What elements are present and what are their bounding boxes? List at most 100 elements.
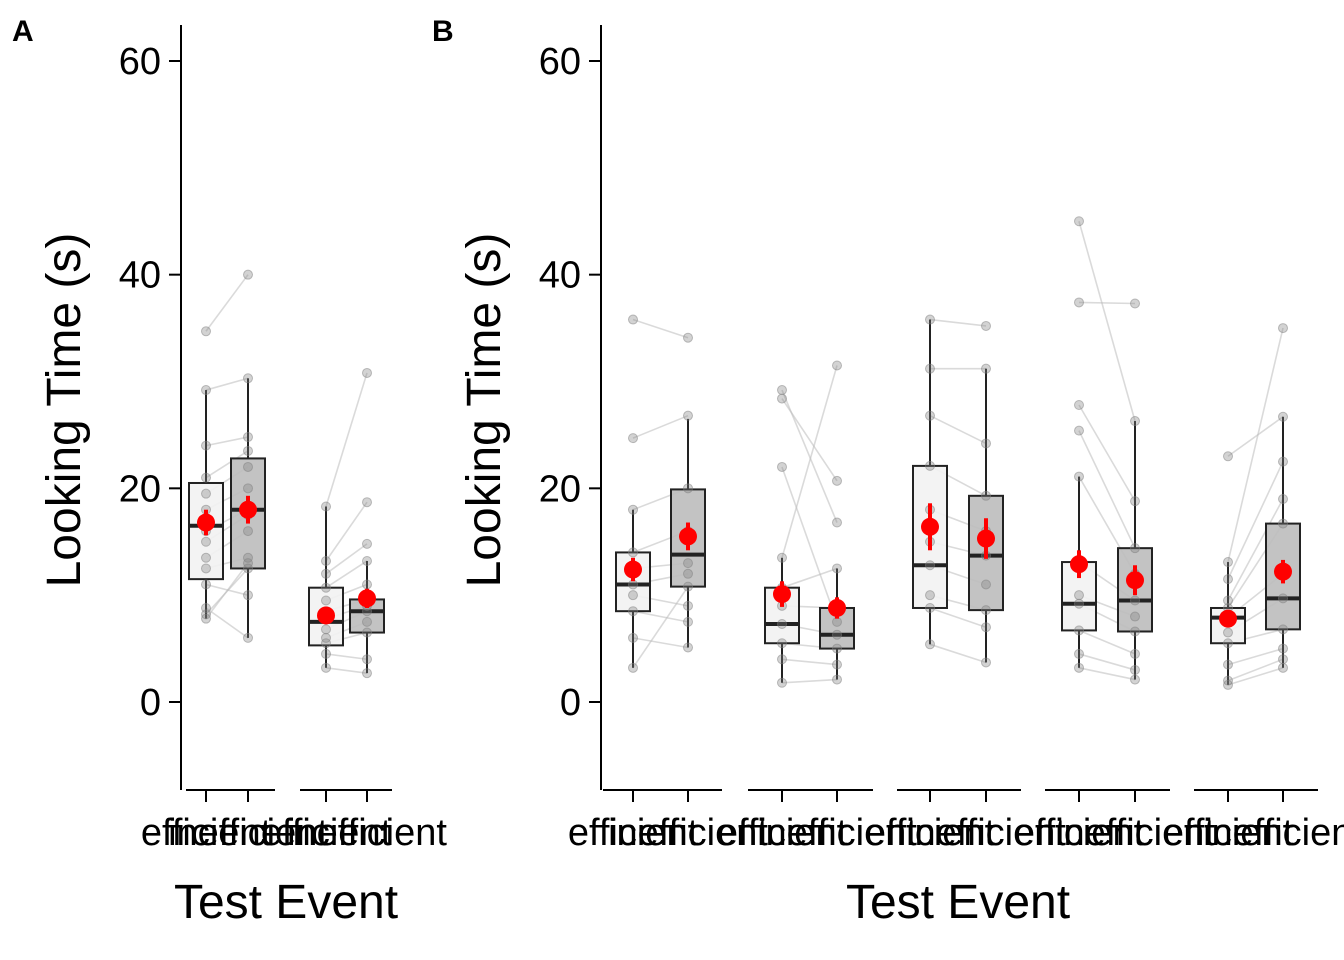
panel-b-data-point <box>832 360 842 371</box>
panel-a-tag: A <box>12 15 34 48</box>
panel-b-data-point <box>981 605 991 616</box>
panel-a-data-point <box>201 602 211 613</box>
panel-b-data-point <box>628 314 638 325</box>
panel-a-x-tick-label: efficient <box>141 812 272 854</box>
panel-a-pair-line <box>325 543 368 575</box>
panel-a-y-axis-title: Looking Time (s) <box>38 233 91 588</box>
panel-a-data-point <box>321 662 331 673</box>
panel-b-data-point <box>628 590 638 601</box>
panel-a-y-tick-label: 20 <box>119 468 161 510</box>
panel-b-pair-line <box>781 466 838 623</box>
panel-b-pair-line <box>1227 658 1284 682</box>
panel-b-data-point <box>1130 626 1140 637</box>
panel-a-data-point <box>243 373 253 384</box>
panel-a-data-point <box>362 579 372 590</box>
panel-a-data-point <box>201 488 211 499</box>
panel-b-pair-line <box>632 637 689 649</box>
panel-b: 0204060efficientinefficientefficientinef… <box>539 25 1344 854</box>
panel-b-mean-marker <box>624 560 642 579</box>
panel-b-mean-marker <box>1126 571 1144 590</box>
panel-b-pair-line <box>929 607 987 628</box>
panel-a-pair-line <box>205 274 249 332</box>
panel-a-pair-line <box>325 653 368 661</box>
panel-b-pair-line <box>1227 416 1284 457</box>
panel-a-y-tick-label: 40 <box>119 255 161 297</box>
panel-b-data-point <box>981 657 991 668</box>
panel-b-data-point <box>1074 648 1084 659</box>
panel-b-data-point <box>1074 216 1084 227</box>
panel-b-data-point <box>981 579 991 590</box>
panel-a-data-point <box>362 616 372 627</box>
panel-b-data-point <box>1223 557 1233 568</box>
panel-b-data-point <box>832 475 842 486</box>
panel-b-x-tick-label: inefficient <box>906 812 1066 854</box>
panel-b-data-point <box>1074 598 1084 609</box>
panel-b-data-point <box>1278 411 1288 422</box>
panel-b-x-axis-title: Test Event <box>846 876 1070 929</box>
panel-b-data-point <box>1278 643 1288 654</box>
panel-b-x-tick-label: efficient <box>717 812 848 854</box>
panel-b-pair-line <box>1078 404 1136 502</box>
panel-b-mean-marker <box>1274 562 1292 581</box>
panel-b-data-point <box>1074 400 1084 411</box>
panel-b-mean-marker <box>773 585 791 604</box>
panel-a-data-point <box>321 638 331 649</box>
panel-b-data-point <box>1074 425 1084 436</box>
panel-b-data-point <box>628 606 638 617</box>
panel-b-data-point <box>1278 624 1288 635</box>
panel-b-data-point <box>832 563 842 574</box>
panel-a-pair-line <box>325 372 368 507</box>
panel-a-y-tick-label: 0 <box>140 682 161 724</box>
panel-a-data-point <box>321 648 331 659</box>
panel-a-data-point <box>321 595 331 606</box>
panel-a-y-tick-label: 60 <box>119 41 161 83</box>
panel-b-data-point <box>832 517 842 528</box>
panel-b-data-point <box>683 642 693 653</box>
panel-b-data-point <box>832 629 842 640</box>
panel-b-pair-line <box>1078 221 1136 422</box>
panel-b-data-point <box>1074 662 1084 673</box>
panel-a-data-point <box>321 582 331 593</box>
panel-a-pair-line <box>205 607 249 639</box>
panel-b-data-point <box>925 639 935 650</box>
panel-a-data-point <box>201 385 211 396</box>
panel-b-pair-line <box>1078 430 1136 549</box>
panel-a-pair-line <box>325 667 368 674</box>
panel-a-data-point <box>243 483 253 494</box>
panel-b-tag: B <box>432 15 454 48</box>
panel-a-mean-marker <box>197 513 215 532</box>
panel-a-data-point <box>243 558 253 569</box>
panel-b-pair-line <box>929 414 987 445</box>
panel-b-data-point <box>981 438 991 449</box>
panel-b-data-point <box>777 393 787 404</box>
panel-b-data-point <box>1130 648 1140 659</box>
panel-b-data-point <box>628 547 638 558</box>
panel-b-y-tick-label: 40 <box>539 255 581 297</box>
panel-a-data-point <box>362 538 372 549</box>
panel-b-pair-line <box>632 318 689 339</box>
panel-b-x-tick-label: efficient <box>1014 812 1145 854</box>
panel-b-data-point <box>1223 595 1233 606</box>
panel-a-data-point <box>362 606 372 617</box>
panel-a-data-point <box>243 552 253 563</box>
panel-a-data-point <box>321 501 331 512</box>
panel-b-pair-line <box>781 567 838 589</box>
panel-b-pair-line <box>1078 653 1136 671</box>
panel-b-data-point <box>925 602 935 613</box>
panel-b-data-point <box>1074 590 1084 601</box>
panel-b-pair-line <box>929 318 987 327</box>
panel-b-data-point <box>981 622 991 633</box>
panel-b-data-point <box>1278 456 1288 467</box>
panel-b-data-point <box>981 363 991 374</box>
panel-b-mean-marker <box>679 527 697 546</box>
panel-b-pair-line <box>1227 498 1284 601</box>
panel-b-x-tick-label: inefficient <box>1055 812 1215 854</box>
panel-b-x-tick-label: efficient <box>1163 812 1294 854</box>
panel-a-pair-line <box>205 450 249 479</box>
panel-b-data-point <box>832 659 842 670</box>
panel-b-data-point <box>1278 654 1288 665</box>
panel-a-data-point <box>243 432 253 443</box>
panel-b-data-point <box>683 616 693 627</box>
panel-b-y-axis-title: Looking Time (s) <box>458 233 511 588</box>
panel-b-data-point <box>981 490 991 501</box>
